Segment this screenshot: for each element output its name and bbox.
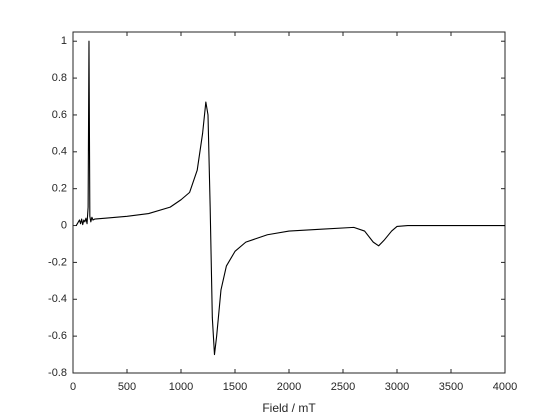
y-tick-label: -0.6 [48,330,67,342]
x-tick-label: 3500 [439,381,463,393]
x-tick-label: 0 [70,381,76,393]
data-line [75,40,505,356]
x-tick-label: 500 [118,381,136,393]
y-tick-label: 0.2 [52,183,67,195]
x-tick-label: 1500 [223,381,247,393]
x-tick-label: 2500 [331,381,355,393]
x-tick-label: 4000 [493,381,517,393]
x-axis-label: Field / mT [262,401,316,415]
y-tick-label: -0.8 [48,367,67,379]
y-tick-label: -0.2 [48,256,67,268]
y-tick-label: 1 [61,35,67,47]
y-tick-label: -0.4 [48,293,67,305]
y-tick-label: 0 [61,219,67,231]
x-tick-label: 3000 [385,381,409,393]
y-tick-label: 0.4 [52,146,67,158]
y-tick-label: 0.6 [52,109,67,121]
x-tick-label: 1000 [169,381,193,393]
y-tick-label: 0.8 [52,72,67,84]
x-tick-label: 2000 [277,381,301,393]
